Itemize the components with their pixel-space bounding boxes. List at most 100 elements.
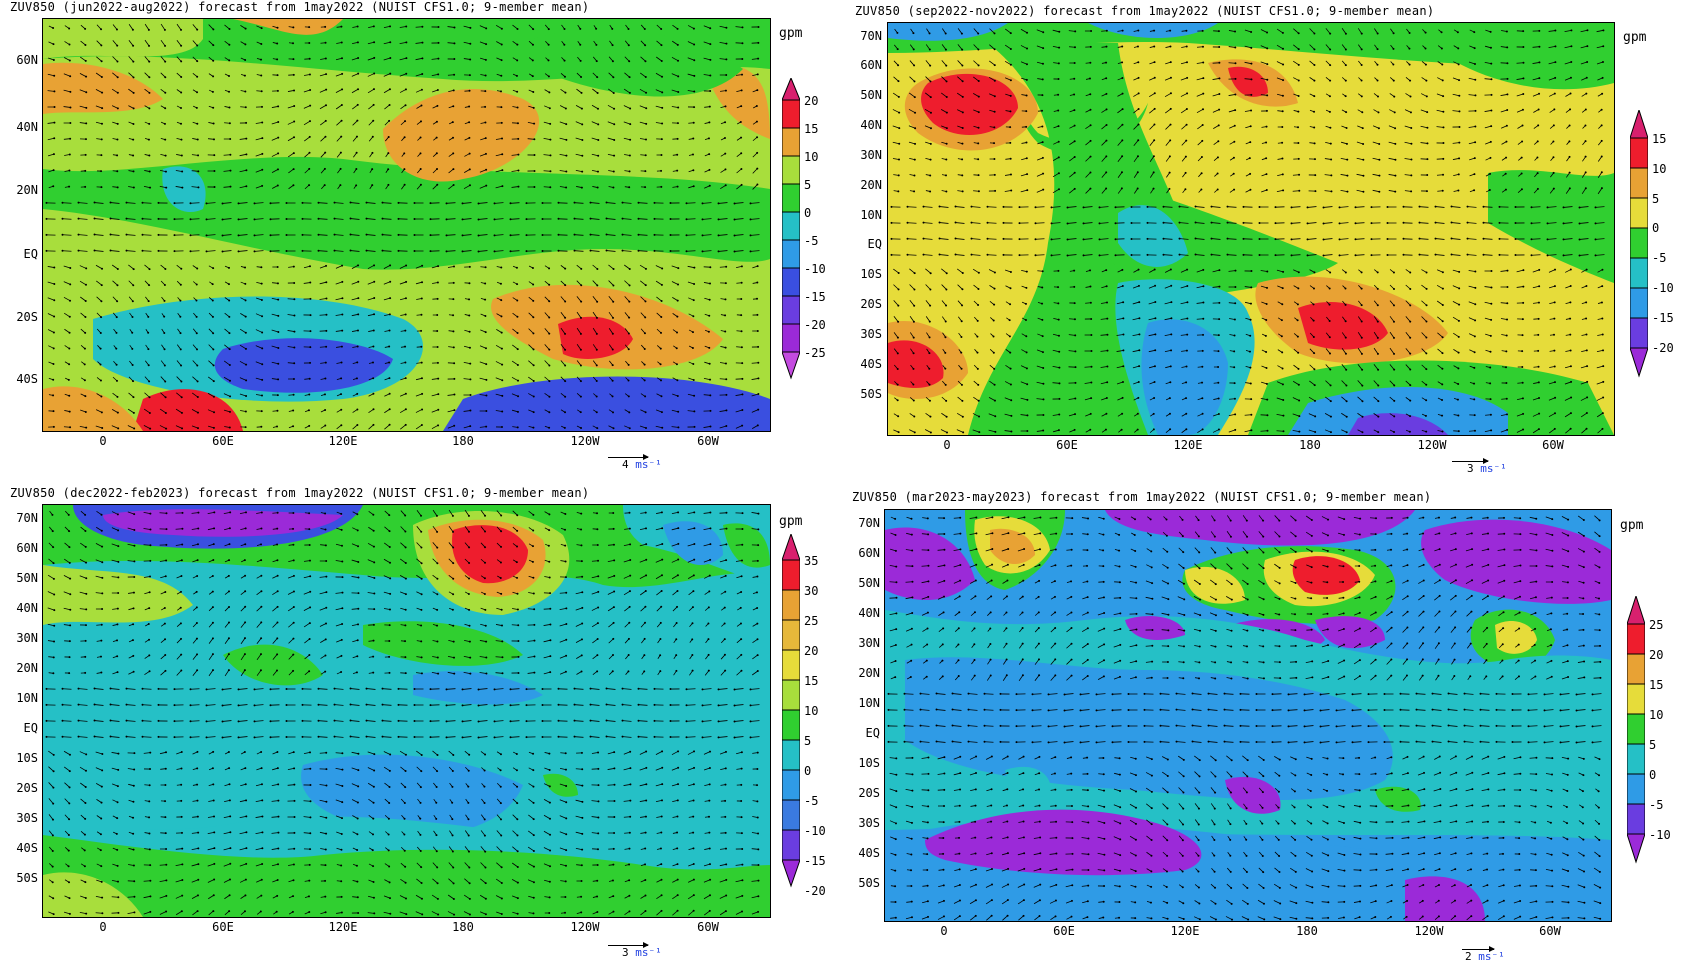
wind-vector-arrowhead: [1360, 352, 1363, 355]
wind-vector-arrow: [159, 425, 167, 429]
wind-vector-arrowhead: [1490, 109, 1493, 112]
wind-vector-arrowhead: [1409, 271, 1412, 274]
wind-vector-arrow: [1292, 413, 1300, 417]
wind-vector-arrow: [415, 377, 423, 381]
wind-vector-arrowhead: [938, 221, 941, 224]
wind-vector-arrowhead: [1473, 366, 1476, 369]
wind-vector-arrowhead: [372, 329, 375, 332]
wind-vector-arrow: [447, 266, 455, 268]
wind-vector-arrowhead: [181, 527, 184, 530]
wind-vector-arrowhead: [533, 138, 536, 141]
wind-vector-arrowhead: [1218, 318, 1221, 321]
wind-vector-arrow: [1483, 222, 1493, 224]
wind-vector-arrowhead: [1136, 155, 1139, 158]
wind-vector-arrow: [1083, 206, 1093, 208]
wind-vector-arrow: [1276, 269, 1284, 273]
wind-vector-arrowhead: [260, 299, 263, 302]
wind-vector-arrowhead: [532, 426, 535, 429]
wind-vector-arrowhead: [1601, 427, 1604, 430]
wind-vector-arrowhead: [1217, 124, 1220, 127]
wind-vector-arrowhead: [1098, 238, 1101, 241]
wind-vector-arrow: [703, 527, 711, 531]
wind-vector-arrowhead: [961, 80, 964, 83]
wind-vector-arrowhead: [308, 265, 311, 268]
wind-vector-arrow: [1549, 93, 1555, 97]
wind-vector-arrowhead: [1600, 187, 1603, 190]
wind-vector-arrow: [95, 105, 103, 109]
wind-vector-arrowhead: [692, 137, 695, 140]
wind-vector-arrowhead: [1552, 171, 1555, 174]
wind-vector-arrow: [350, 202, 360, 204]
wind-vector-arrowhead: [461, 202, 464, 205]
wind-vector-arrowhead: [717, 234, 720, 237]
wind-vector-arrow: [463, 410, 471, 412]
wind-vector-arrow: [1564, 397, 1572, 401]
wind-vector-arrowhead: [100, 75, 103, 78]
wind-vector-arrowhead: [741, 42, 744, 45]
wind-vector-arrow: [956, 429, 964, 433]
wind-vector-arrow: [1260, 381, 1268, 385]
wind-vector-arrowhead: [115, 28, 118, 31]
wind-vector-arrow: [1149, 108, 1155, 114]
wind-vector-arrowhead: [292, 58, 295, 61]
wind-vector-arrowhead: [897, 271, 900, 274]
wind-vector-arrowhead: [595, 27, 598, 30]
wind-vector-arrowhead: [914, 111, 917, 114]
wind-vector-arrowhead: [1250, 62, 1253, 65]
wind-vector-arrowhead: [484, 105, 487, 108]
wind-vector-arrowhead: [897, 288, 900, 291]
wind-vector-arrowhead: [1474, 319, 1477, 322]
wind-vector-arrow: [957, 300, 963, 306]
wind-vector-arrow: [1357, 316, 1363, 322]
wind-vector-arrow: [576, 88, 582, 94]
wind-vector-arrowhead: [1554, 45, 1557, 48]
wind-vector-arrowhead: [1457, 319, 1460, 322]
wind-vector-arrowhead: [309, 104, 312, 107]
wind-vector-arrow: [1516, 286, 1524, 288]
wind-vector-arrowhead: [757, 393, 760, 396]
wind-vector-arrow: [528, 360, 534, 366]
wind-vector-arrow: [160, 392, 166, 398]
wind-vector-arrowhead: [1530, 206, 1533, 209]
wind-vector-arrow: [367, 542, 375, 548]
wind-vector-arrow: [1421, 93, 1427, 97]
wind-vector-arrowhead: [324, 135, 327, 138]
wind-vector-arrow: [1323, 222, 1333, 224]
wind-vector-arrowhead: [293, 330, 296, 333]
wind-vector-arrowhead: [1057, 109, 1060, 112]
wind-vector-arrowhead: [381, 201, 384, 204]
wind-vector-arrow: [111, 543, 119, 547]
wind-vector-arrow: [687, 73, 695, 77]
wind-vector-arrowhead: [1537, 317, 1540, 320]
wind-vector-arrow: [80, 56, 86, 62]
wind-vector-arrowhead: [944, 351, 947, 354]
wind-vector-arrowhead: [196, 91, 199, 94]
wind-vector-arrowhead: [308, 120, 311, 123]
wind-vector-arrowhead: [977, 174, 980, 177]
wind-vector-arrowhead: [533, 122, 536, 125]
wind-vector-arrowhead: [468, 346, 471, 349]
wind-vector-arrow: [62, 234, 72, 236]
wind-vector-arrowhead: [516, 299, 519, 302]
wind-vector-arrowhead: [660, 28, 663, 31]
wind-vector-arrow: [447, 26, 455, 28]
wind-vector-arrow: [96, 56, 102, 62]
lat-label: 20S: [860, 297, 882, 311]
wind-vector-arrowhead: [912, 367, 915, 370]
wind-vector-arrowhead: [1586, 45, 1589, 48]
wind-vector-arrowhead: [269, 202, 272, 205]
wind-vector-arrowhead: [1025, 157, 1028, 160]
wind-vector-arrowhead: [195, 332, 198, 335]
wind-vector-arrowhead: [117, 545, 120, 548]
wind-vector-arrowhead: [501, 169, 504, 172]
wind-vector-arrow: [1276, 61, 1284, 65]
wind-vector-arrow: [1004, 269, 1012, 273]
wind-vector-arrow: [1580, 365, 1588, 369]
wind-vector-arrowhead: [724, 152, 727, 155]
wind-vector-arrow: [1085, 172, 1091, 178]
wind-vector-arrowhead: [685, 234, 688, 237]
wind-vector-arrow: [924, 92, 932, 98]
wind-vector-arrowhead: [1282, 414, 1285, 417]
wind-vector-arrowhead: [1202, 108, 1205, 111]
wind-vector-arrowhead: [211, 315, 214, 318]
